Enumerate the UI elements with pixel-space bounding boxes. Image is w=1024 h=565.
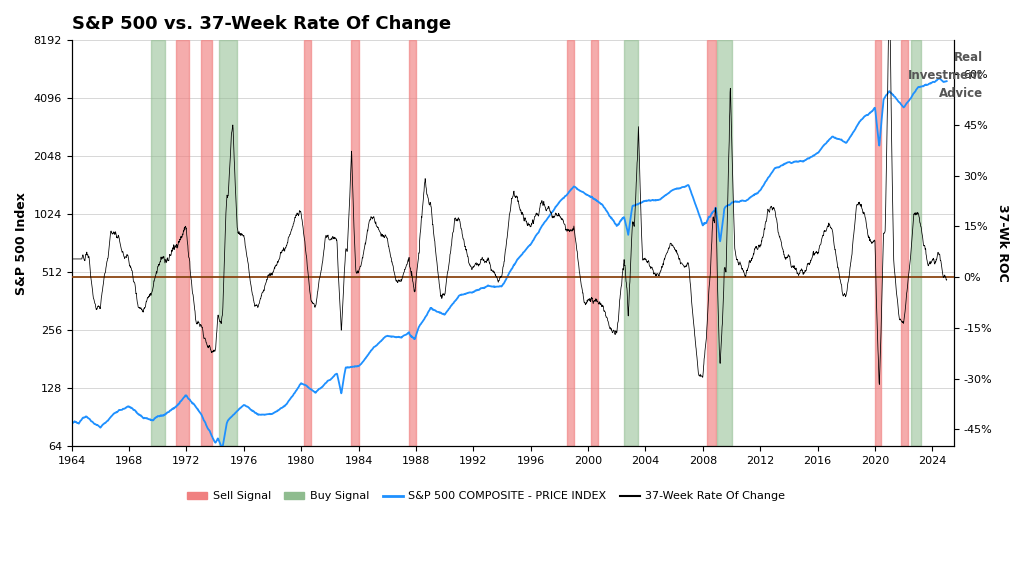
Y-axis label: S&P 500 Index: S&P 500 Index (15, 192, 28, 295)
Bar (409, 40, 416, 446)
Y-axis label: 37-Wk ROC: 37-Wk ROC (996, 205, 1009, 282)
Bar (201, 40, 212, 446)
Bar (910, 40, 921, 446)
Bar (624, 40, 638, 446)
Bar (566, 40, 573, 446)
Bar (151, 40, 165, 446)
Bar (708, 40, 716, 446)
Bar (591, 40, 598, 446)
Bar (874, 40, 881, 446)
Bar (717, 40, 731, 446)
Bar (304, 40, 311, 446)
Text: Real
Investment
Advice: Real Investment Advice (908, 51, 983, 100)
Bar (176, 40, 189, 446)
Text: S&P 500 vs. 37-Week Rate Of Change: S&P 500 vs. 37-Week Rate Of Change (72, 15, 451, 33)
Bar (901, 40, 908, 446)
Legend: Sell Signal, Buy Signal, S&P 500 COMPOSITE - PRICE INDEX, 37-Week Rate Of Change: Sell Signal, Buy Signal, S&P 500 COMPOSI… (183, 487, 790, 506)
Bar (351, 40, 358, 446)
Bar (219, 40, 237, 446)
